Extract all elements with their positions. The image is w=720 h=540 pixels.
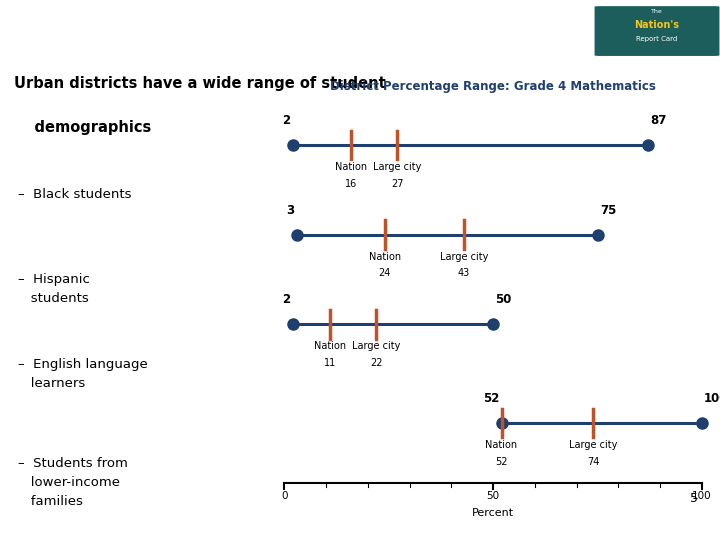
Text: 74: 74 (588, 456, 600, 467)
Text: –  English language
   learners: – English language learners (18, 358, 148, 390)
Text: The: The (651, 9, 663, 14)
Text: –  Black students: – Black students (18, 187, 132, 200)
Text: 5: 5 (690, 492, 698, 505)
Text: 2: 2 (282, 293, 291, 306)
Text: 11: 11 (324, 358, 336, 368)
Text: 22: 22 (370, 358, 382, 368)
Text: 52: 52 (483, 392, 500, 405)
Text: Reading and Mathematics 2011 Trial Urban District Assessment: Reading and Mathematics 2011 Trial Urban… (130, 521, 418, 530)
Text: –  Hispanic
   students: – Hispanic students (18, 273, 90, 305)
Text: 3: 3 (287, 204, 294, 217)
Text: 50: 50 (495, 293, 512, 306)
Text: Nation: Nation (485, 440, 518, 450)
Text: Institute of Education Sciences: Institute of Education Sciences (11, 43, 74, 47)
Text: Urban districts have a wide range of student: Urban districts have a wide range of stu… (14, 76, 386, 91)
Text: Nation: Nation (314, 341, 346, 352)
Text: demographics: demographics (14, 120, 152, 136)
FancyBboxPatch shape (594, 5, 720, 57)
Text: Large city: Large city (352, 341, 400, 352)
Text: –  Students from
   lower-income
   families: – Students from lower-income families (18, 456, 128, 508)
Text: 87: 87 (650, 114, 666, 127)
Text: 24: 24 (379, 268, 391, 278)
Text: 2: 2 (282, 114, 291, 127)
Text: 43: 43 (458, 268, 470, 278)
Text: 52: 52 (495, 456, 508, 467)
Text: Demographic Context: Demographic Context (196, 21, 452, 41)
Text: 75: 75 (600, 204, 616, 217)
Text: 100: 100 (692, 491, 712, 502)
Text: 16: 16 (345, 179, 357, 188)
Text: 0: 0 (281, 491, 288, 502)
Text: Nation: Nation (369, 252, 401, 262)
Text: EDUCATION STATISTICS: EDUCATION STATISTICS (54, 19, 112, 24)
Text: 50: 50 (487, 491, 500, 502)
Text: Report Card: Report Card (636, 36, 678, 42)
Text: Nation: Nation (335, 162, 367, 172)
Text: Large city: Large city (440, 252, 488, 262)
Text: 27: 27 (391, 179, 403, 188)
Text: Large city: Large city (373, 162, 421, 172)
Text: Large city: Large city (570, 440, 618, 450)
Text: 100: 100 (704, 392, 720, 405)
Text: :ies: :ies (11, 10, 39, 24)
Text: NATIONAL CENTER for: NATIONAL CENTER for (54, 11, 109, 16)
Text: Nation's: Nation's (634, 20, 680, 30)
Text: District Percentage Range: Grade 4 Mathematics: District Percentage Range: Grade 4 Mathe… (330, 80, 656, 93)
Text: Percent: Percent (472, 508, 514, 518)
